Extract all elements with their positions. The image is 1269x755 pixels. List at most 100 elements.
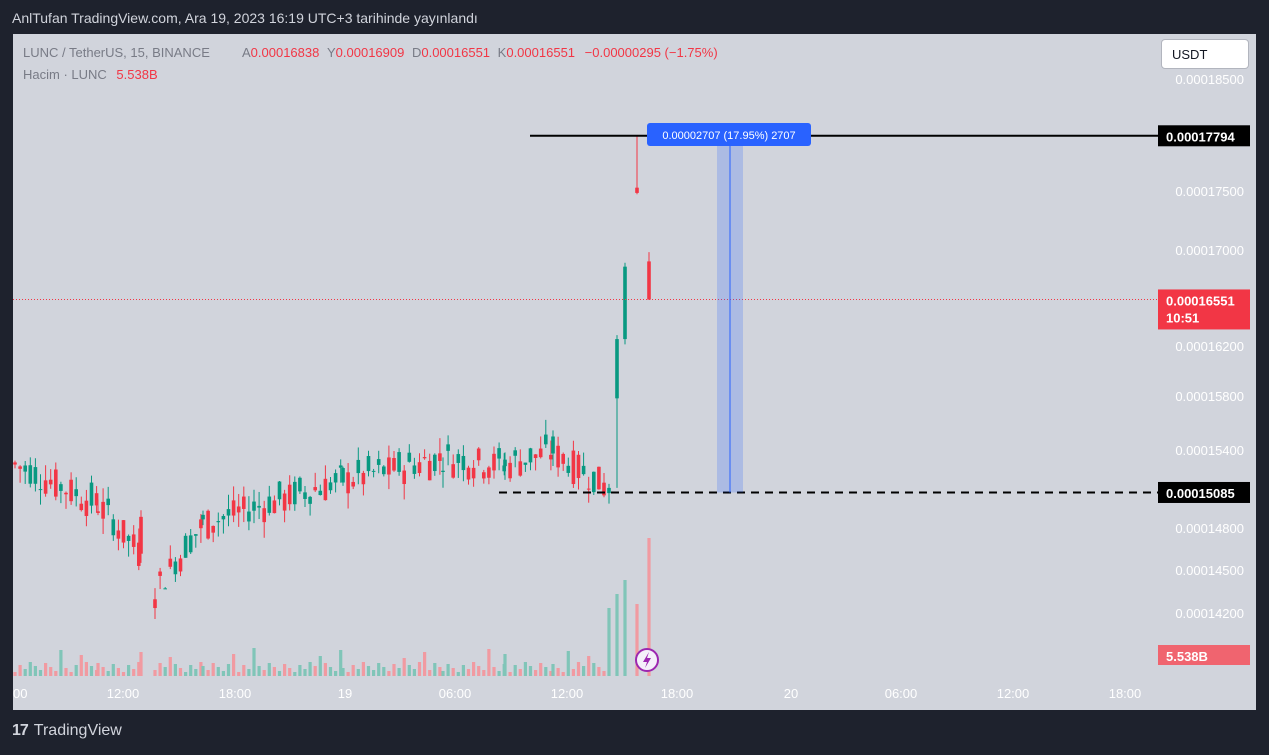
candle [544,419,548,448]
candle [461,445,466,482]
volume-bar [477,666,481,676]
volume-bar [482,670,486,676]
volume-value: 5.538B [116,67,158,82]
candle [427,453,432,481]
candle-body [262,508,266,523]
candle [216,512,221,537]
low-line-price-tag-text: 0.00015085 [1166,486,1235,501]
volume-bar [69,672,73,676]
volume-bar [549,671,553,676]
candle [178,554,183,577]
candle-body [173,561,178,575]
candle [356,447,361,485]
y-tick-label: 0.00015400 [1175,443,1244,458]
volume-bar [528,666,533,676]
low-line-price-tag-bg [1158,481,1250,503]
candle-body [592,471,596,493]
volume-bar [28,662,32,676]
candle-body [183,535,188,558]
candle [211,525,215,543]
candle-body [43,480,48,494]
volume-bar [132,669,136,676]
volume-bar [168,657,172,676]
candle-body [59,484,63,491]
ohlc-key-high: Y [326,45,336,60]
volume-bar [64,668,68,676]
volume-bar [472,662,476,676]
x-tick-label: 06:00 [439,686,472,701]
tradingview-logo-icon: 17 [12,722,29,739]
candle-body [623,266,627,340]
candle [308,495,312,516]
candle [338,459,343,483]
ohlc-low: 0.00016551 [421,45,491,60]
candle [199,514,203,543]
volume-bar [551,664,555,676]
candle-body [282,493,287,511]
volume-bar [592,663,596,676]
candle [528,447,533,471]
ohlc-key-close: K [497,45,507,60]
volume-bar [523,662,527,676]
candle [581,452,586,476]
candle-body [549,454,553,460]
candle [366,450,371,477]
candle-body [168,558,173,567]
candle [549,440,553,471]
price-chart[interactable]: 0.000185000.000180000.000175000.00017000… [13,34,1256,710]
measure-label: 0.00002707 (17.95%) 2707 [662,130,795,142]
volume-bar [89,666,94,676]
candle [576,450,581,490]
candle [111,514,116,541]
candle [361,470,366,496]
volume-bar [199,662,203,676]
volume-bar [635,604,639,676]
candle-body [371,470,376,472]
candle [456,449,461,478]
chart-frame[interactable]: 0.000185000.000180000.000175000.00017000… [13,34,1256,710]
candle-body [106,498,110,506]
candle-body [23,465,27,472]
candle [139,510,143,563]
candle-body [338,465,343,468]
volume-bar [252,648,256,676]
candle [84,489,89,527]
candle-body [451,464,455,478]
candle-body [422,457,427,459]
candle-body [397,452,401,472]
candle [635,136,639,195]
volume-bar [492,667,496,676]
volume-price-tag: 5.538B [1158,645,1250,665]
last-price-tag-text: 10:51 [1166,310,1199,325]
volume-bar [163,667,167,676]
candle-body [412,465,417,474]
candle-body [607,487,611,494]
volume-series [13,538,651,676]
volume-bar [461,665,465,676]
currency-selector-button[interactable]: USDT [1161,39,1249,69]
y-tick-label: 0.00015800 [1175,389,1244,404]
candle [18,465,22,483]
candle-body [313,487,317,491]
volume-bar [13,672,17,676]
volume-bar [433,663,437,676]
candle [533,454,538,471]
volume-bar [189,665,193,676]
volume-bar [111,664,115,676]
volume-bar [647,538,651,676]
volume-bar [277,671,282,676]
volume-bar [556,668,560,676]
volume-bar [221,671,225,676]
candle [74,477,78,507]
candle [287,475,292,511]
y-tick-label: 0.00017500 [1175,184,1244,199]
candle [497,442,501,471]
candle [13,460,17,469]
volume-bar [402,658,406,676]
candle-body [533,454,538,459]
high-line-price-tag-text: 0.00017794 [1166,129,1235,144]
candle-series [13,136,651,620]
candle [252,489,256,524]
candle [89,475,94,514]
y-tick-label: 0.00014200 [1175,606,1244,621]
